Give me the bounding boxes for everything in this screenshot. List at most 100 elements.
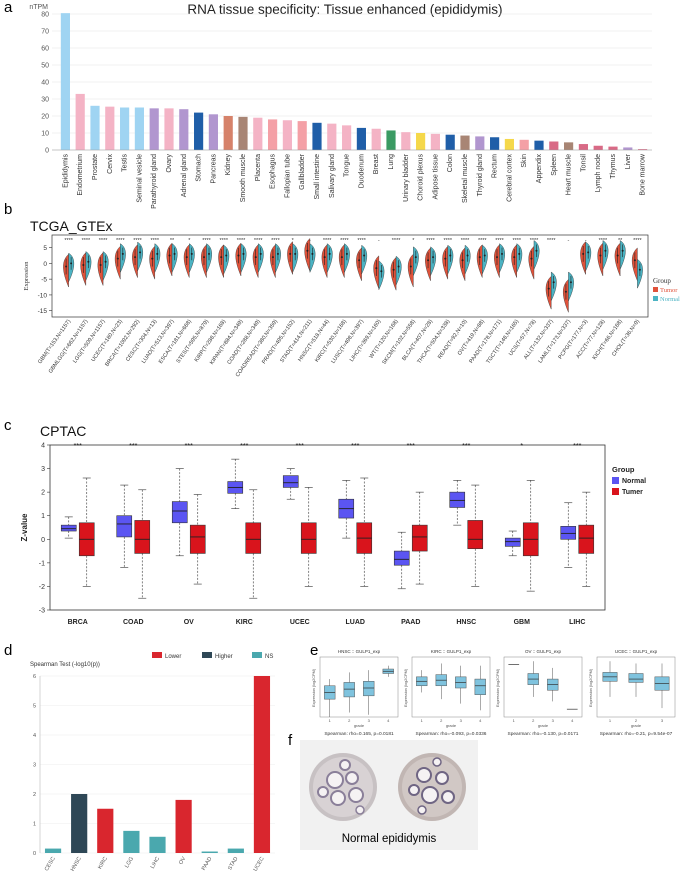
y-tick-label: -1: [39, 560, 45, 567]
x-tick-label: LIHC: [150, 856, 161, 870]
significance-label: ***: [351, 443, 359, 450]
x-tick-label: CESC: [44, 856, 57, 872]
violin-tumor-median: [564, 290, 567, 293]
violin-normal-median: [311, 252, 314, 255]
x-tick-label: LUAD: [346, 619, 365, 626]
legend-swatch: [152, 652, 162, 658]
significance-label: ****: [357, 238, 366, 244]
significance-label: *: [520, 443, 523, 450]
grade-tick-label: 3: [368, 718, 371, 723]
chart-title: TCGA_GTEx: [30, 218, 112, 234]
x-tick-label: UCEC: [290, 619, 310, 626]
subplot-y-label: Expression (log2CPM): [312, 668, 316, 707]
significance-label: ****: [82, 238, 91, 244]
bar-tonsil: [578, 144, 588, 150]
violin-tumor-median: [616, 254, 619, 257]
x-tick-label: LGG(T=509,N=1157): [72, 319, 107, 365]
bar-lymph-node: [593, 145, 603, 150]
bar-tongue: [342, 125, 352, 150]
subplot-caption: Spearman: rho=-0.093, p=0.0336: [416, 731, 487, 737]
box-normal-box: [504, 537, 521, 547]
bar-testis: [120, 107, 130, 150]
significance-label: ****: [633, 238, 642, 244]
panel-c-cptac-boxplot: CPTAC43210-1-2-3Z-value***BRCA***COAD***…: [20, 423, 646, 626]
bar-cerebral-cortex: [504, 138, 514, 150]
panel-letter-b: b: [4, 201, 12, 218]
violin-normal-median: [276, 252, 279, 255]
significance-label: *: [188, 238, 191, 244]
x-tick-label: COAD: [123, 619, 144, 626]
bar-appendix: [534, 140, 544, 150]
y-tick-label: 40: [41, 80, 49, 87]
significance-label: ***: [240, 443, 248, 450]
violin-tumor-median: [134, 256, 137, 259]
violin-tumor-median: [168, 254, 171, 257]
violin-normal-median: [397, 265, 400, 268]
plot-frame: [49, 444, 606, 611]
significance-label: ***: [462, 443, 470, 450]
x-tick-label: LUAD(T=513,N=397): [141, 319, 176, 365]
significance-label: ****: [151, 238, 160, 244]
significance-label: ****: [512, 238, 521, 244]
grade-tick-label: 2: [348, 718, 351, 723]
x-tick-label: Breast: [373, 154, 380, 174]
violin-tumor-median: [306, 249, 309, 252]
violin-normal-median: [621, 249, 624, 252]
bar-lihc: [149, 836, 166, 853]
significance-label: ***: [74, 443, 82, 450]
bar-thyroid-gland: [475, 136, 485, 150]
bar-skeletal-muscle: [460, 135, 470, 150]
panel-letter-f: f: [288, 732, 293, 749]
grade-tick-label: 4: [571, 718, 574, 723]
x-tick-label: Duodenum: [358, 154, 365, 188]
legend-swatch: [612, 488, 619, 495]
bar-urinary-bladder: [401, 132, 411, 150]
significance-label: ****: [530, 238, 539, 244]
legend-label: Tumer: [622, 489, 643, 496]
bar-hnsc: [71, 794, 88, 853]
violin-normal-median: [70, 262, 73, 265]
violin-normal-median: [604, 249, 607, 252]
bar-placenta: [253, 117, 263, 150]
violin-normal-median: [121, 252, 124, 255]
x-tick-label: Skeletal muscle: [462, 154, 469, 203]
y-tick-label: 0: [43, 261, 47, 268]
violin-tumor-median: [99, 263, 102, 266]
x-tick-label: Endometrium: [77, 154, 84, 196]
significance-label: ***: [185, 443, 193, 450]
x-tick-label: PAAD: [201, 856, 213, 872]
bar-cesc: [44, 848, 62, 853]
y-tick-label: 10: [41, 131, 49, 138]
bar-adrenal-gland: [179, 109, 189, 150]
significance-label: ***: [129, 443, 137, 450]
y-tick-label: -5: [41, 277, 47, 284]
bar-endometrium: [75, 93, 85, 150]
significance-label: **: [170, 238, 175, 244]
subplot-y-label: Expression (log2CPM): [496, 668, 500, 707]
bar-gallbladder: [297, 121, 307, 150]
subplot-caption: Spearman: rho=-0.130, p=0.0171: [508, 731, 579, 737]
x-tick-label: UCEC(T=180,N=23): [90, 319, 124, 363]
x-tick-label: Adipose tissue: [432, 154, 439, 200]
x-tick-label: GBM: [514, 619, 531, 626]
violin-tumor-median: [496, 256, 498, 259]
x-tick-label: Lung: [388, 154, 395, 170]
bar-smooth-muscle: [238, 116, 248, 150]
significance-label: ****: [237, 238, 246, 244]
x-tick-label: Pancreas: [210, 154, 217, 184]
violin-tumor-median: [409, 265, 412, 268]
legend-label: NS: [265, 654, 273, 660]
bar-adipose-tissue: [430, 133, 440, 150]
x-tick-label: BRCA: [68, 619, 88, 626]
grade-box: [363, 681, 375, 697]
violin-tumor-median: [513, 256, 516, 259]
bar-seminal-vesicle: [134, 107, 144, 150]
x-tick-label: Esophagus: [270, 154, 277, 190]
x-tick-label: KIRC(T=530,N=168): [314, 319, 348, 364]
y-tick-label: 3: [33, 763, 36, 769]
y-tick-label: 60: [41, 46, 49, 53]
y-axis-label: nTPM: [29, 4, 48, 11]
bar-ucec: [253, 676, 271, 853]
x-tick-label: Kidney: [225, 154, 232, 176]
